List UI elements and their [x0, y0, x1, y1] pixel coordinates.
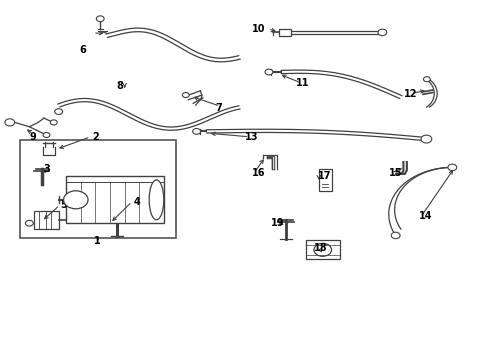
Text: 8: 8	[116, 81, 123, 91]
Text: 5: 5	[60, 200, 67, 210]
Text: 17: 17	[318, 171, 331, 181]
Bar	[278, 29, 290, 36]
Text: 16: 16	[252, 168, 265, 178]
Circle shape	[192, 129, 200, 134]
Circle shape	[25, 220, 33, 226]
Text: 18: 18	[313, 243, 326, 253]
Circle shape	[313, 243, 331, 256]
Circle shape	[96, 16, 104, 22]
Text: 4: 4	[133, 197, 140, 207]
Bar	[305, 240, 339, 259]
Circle shape	[447, 164, 456, 171]
Text: 3: 3	[43, 164, 50, 174]
Circle shape	[390, 232, 399, 239]
Circle shape	[423, 77, 429, 82]
Circle shape	[420, 135, 431, 143]
Text: 11: 11	[296, 78, 309, 88]
Circle shape	[63, 191, 88, 209]
Circle shape	[55, 109, 62, 114]
Ellipse shape	[149, 180, 163, 220]
Text: 14: 14	[418, 211, 431, 221]
Circle shape	[182, 93, 189, 98]
Text: 12: 12	[403, 89, 417, 99]
Text: 13: 13	[244, 132, 258, 142]
Circle shape	[43, 132, 50, 138]
Bar	[34, 211, 59, 229]
Circle shape	[264, 69, 272, 75]
Text: 10: 10	[252, 24, 265, 34]
Bar	[66, 176, 163, 223]
Text: 9: 9	[30, 132, 37, 142]
Text: 7: 7	[215, 103, 222, 113]
Text: 19: 19	[270, 218, 284, 228]
Text: 1: 1	[94, 236, 101, 246]
Bar	[319, 169, 331, 191]
Text: 15: 15	[388, 168, 402, 178]
Circle shape	[377, 29, 386, 36]
Circle shape	[5, 119, 15, 126]
Circle shape	[50, 120, 57, 125]
Bar	[20, 140, 176, 238]
Text: 2: 2	[92, 132, 99, 142]
Text: 6: 6	[80, 45, 86, 55]
